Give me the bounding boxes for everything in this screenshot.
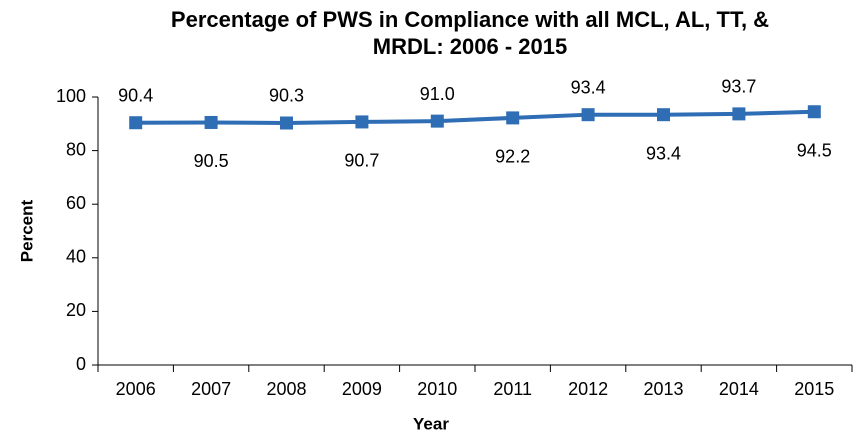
marker xyxy=(657,108,670,122)
y-tick-label: 20 xyxy=(66,300,86,320)
x-tick-label: 2013 xyxy=(643,379,683,399)
marker xyxy=(506,111,520,125)
y-tick-label: 0 xyxy=(76,354,86,374)
data-label: 92.2 xyxy=(495,147,530,167)
marker xyxy=(355,115,369,129)
y-axis-title: Percent xyxy=(17,199,36,262)
marker xyxy=(430,114,444,128)
x-axis-title: Year xyxy=(413,414,449,433)
series-line xyxy=(135,109,815,125)
chart-title: Percentage of PWS in Compliance with all… xyxy=(171,7,769,32)
x-tick-label: 2009 xyxy=(342,379,382,399)
marker xyxy=(204,115,218,129)
y-tick-label: 80 xyxy=(66,139,86,159)
x-tick-label: 2008 xyxy=(266,379,306,399)
x-tick-label: 2014 xyxy=(719,379,759,399)
data-label: 90.3 xyxy=(269,86,304,106)
x-tick-label: 2012 xyxy=(568,379,608,399)
data-label: 94.5 xyxy=(797,140,832,160)
y-tick-label: 40 xyxy=(66,247,86,267)
data-label: 91.0 xyxy=(420,84,455,104)
marker xyxy=(129,116,143,130)
data-label: 90.7 xyxy=(344,151,379,171)
data-label: 93.4 xyxy=(571,77,606,97)
y-tick-label: 60 xyxy=(66,193,86,213)
x-tick-label: 2010 xyxy=(417,379,457,399)
data-label: 90.4 xyxy=(118,85,153,105)
y-tick-label: 100 xyxy=(56,86,86,106)
data-label: 93.7 xyxy=(721,77,756,97)
data-label: 93.4 xyxy=(646,143,681,163)
x-tick-label: 2011 xyxy=(493,379,532,399)
x-tick-label: 2015 xyxy=(794,379,834,399)
marker xyxy=(581,108,595,122)
chart-title: MRDL: 2006 - 2015 xyxy=(373,34,567,59)
marker xyxy=(807,105,821,119)
marker xyxy=(732,107,746,121)
data-label: 90.5 xyxy=(194,151,229,171)
marker xyxy=(280,116,293,130)
x-tick-label: 2007 xyxy=(191,379,231,399)
x-tick-label: 2006 xyxy=(116,379,156,399)
